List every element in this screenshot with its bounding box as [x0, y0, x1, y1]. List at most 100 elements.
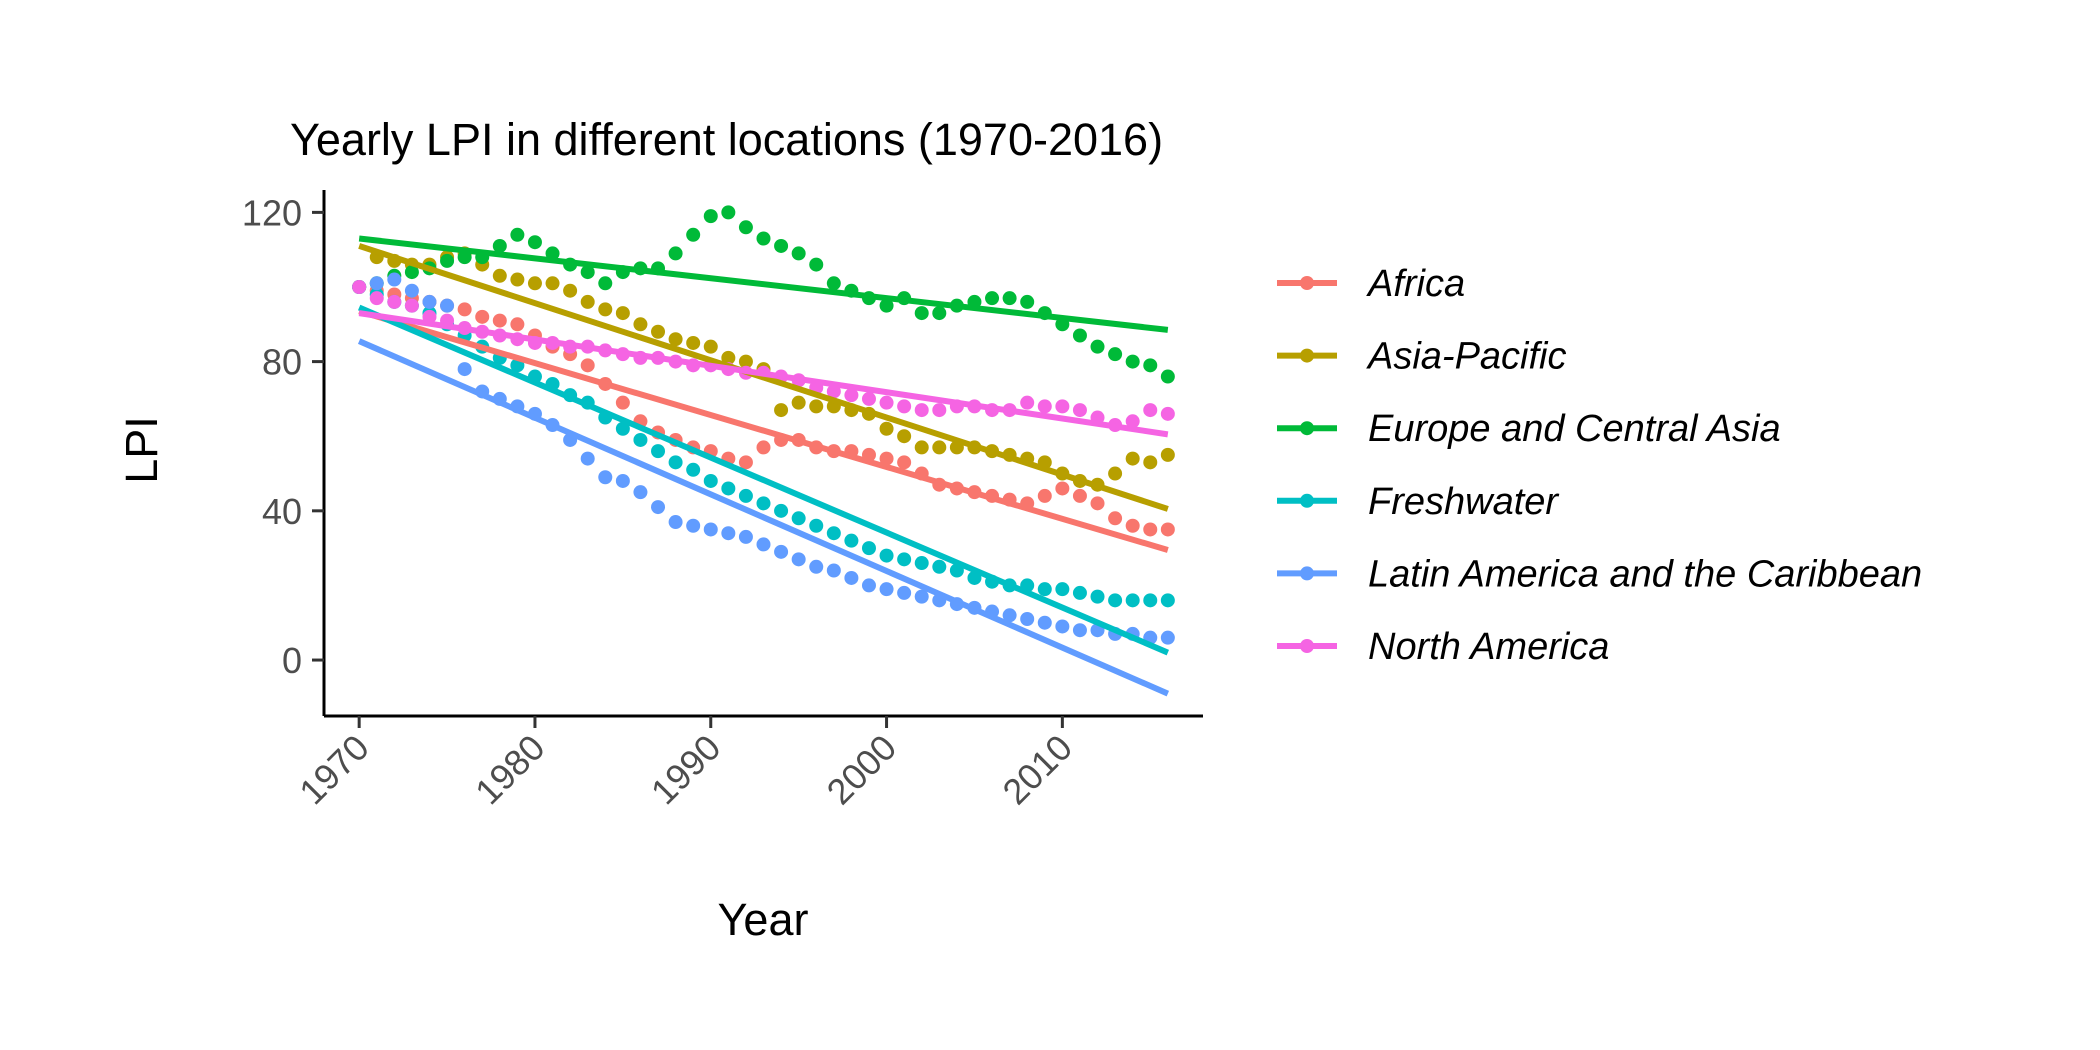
data-point — [1108, 511, 1123, 526]
y-tick-label: 80 — [262, 342, 302, 383]
data-point — [826, 526, 841, 541]
data-point — [686, 518, 701, 533]
data-point — [826, 563, 841, 578]
data-point — [1143, 403, 1158, 418]
data-point — [756, 440, 771, 455]
data-point — [826, 384, 841, 399]
trend-line — [358, 235, 1169, 333]
legend-label: Freshwater — [1368, 481, 1559, 523]
data-point — [932, 306, 947, 321]
data-point — [1160, 593, 1175, 608]
data-point — [861, 578, 876, 593]
data-point — [668, 246, 683, 261]
data-point — [1072, 403, 1087, 418]
trend-line — [357, 338, 1170, 697]
legend-key-point — [1300, 421, 1314, 436]
data-point — [1072, 585, 1087, 600]
data-point — [809, 399, 824, 414]
data-point — [897, 585, 912, 600]
data-point — [1072, 328, 1087, 343]
data-point — [633, 432, 648, 447]
data-point — [492, 268, 507, 283]
data-point — [668, 515, 683, 530]
data-point — [844, 570, 859, 585]
data-point — [1090, 589, 1105, 604]
legend-label: Latin America and the Caribbean — [1368, 553, 1922, 595]
trend-line — [358, 243, 1169, 512]
legend-label: North America — [1368, 626, 1609, 668]
legend-item: Latin America and the Caribbean — [1277, 553, 1922, 595]
data-point — [404, 283, 419, 298]
data-point — [774, 544, 789, 559]
data-point — [721, 205, 736, 220]
data-point — [1037, 582, 1052, 597]
data-point — [774, 403, 789, 418]
data-point — [1037, 615, 1052, 630]
x-tick-label: 1970 — [291, 727, 377, 813]
y-tick-label: 120 — [242, 192, 302, 233]
data-point — [1037, 488, 1052, 503]
legend: Africa Asia-Pacific Europe and Central Asi… — [1277, 263, 1922, 668]
data-point — [879, 395, 894, 410]
data-point — [1143, 522, 1158, 537]
legend-item: Africa — [1277, 263, 1465, 305]
data-point — [1125, 354, 1140, 369]
data-point — [809, 559, 824, 574]
data-point — [1125, 518, 1140, 533]
data-point — [1160, 630, 1175, 645]
data-point — [615, 395, 630, 410]
legend-label: Europe and Central Asia — [1368, 408, 1781, 450]
legend-key-point — [1300, 348, 1314, 363]
legend-label: Africa — [1366, 263, 1465, 305]
data-point — [1020, 294, 1035, 309]
chart-title: Yearly LPI in different locations (1970-… — [290, 114, 1163, 165]
data-point — [897, 399, 912, 414]
data-point — [686, 335, 701, 350]
data-points — [352, 205, 1175, 645]
data-point — [563, 283, 578, 298]
y-tick-label: 0 — [282, 640, 302, 681]
data-point — [791, 552, 806, 567]
data-point — [668, 455, 683, 470]
data-point — [1072, 488, 1087, 503]
legend-item: North America — [1277, 626, 1609, 668]
data-point — [932, 559, 947, 574]
legend-item: Asia-Pacific — [1277, 336, 1567, 378]
trend-lines — [357, 235, 1170, 697]
data-point — [809, 518, 824, 533]
data-point — [1055, 399, 1070, 414]
data-point — [914, 403, 929, 418]
data-point — [615, 421, 630, 436]
data-point — [861, 541, 876, 556]
legend-item: Freshwater — [1277, 481, 1559, 523]
data-point — [1160, 406, 1175, 421]
data-point — [686, 227, 701, 242]
data-point — [615, 473, 630, 488]
data-point — [387, 294, 402, 309]
x-tick-label: 2010 — [994, 727, 1080, 813]
data-point — [703, 522, 718, 537]
data-point — [1125, 593, 1140, 608]
data-point — [510, 272, 525, 287]
legend-item: Europe and Central Asia — [1277, 408, 1781, 450]
data-point — [844, 533, 859, 548]
data-point — [651, 324, 666, 339]
data-point — [1072, 623, 1087, 638]
data-point — [369, 291, 384, 306]
data-point — [1037, 399, 1052, 414]
data-point — [738, 488, 753, 503]
data-point — [352, 279, 367, 294]
data-point — [527, 276, 542, 291]
data-point — [633, 317, 648, 332]
data-point — [1160, 447, 1175, 462]
y-tick-label: 40 — [262, 491, 302, 532]
data-point — [651, 500, 666, 515]
data-point — [1020, 395, 1035, 410]
data-point — [914, 440, 929, 455]
data-point — [1002, 291, 1017, 306]
data-point — [598, 302, 613, 317]
data-point — [633, 485, 648, 500]
data-point — [686, 462, 701, 477]
data-point — [703, 339, 718, 354]
